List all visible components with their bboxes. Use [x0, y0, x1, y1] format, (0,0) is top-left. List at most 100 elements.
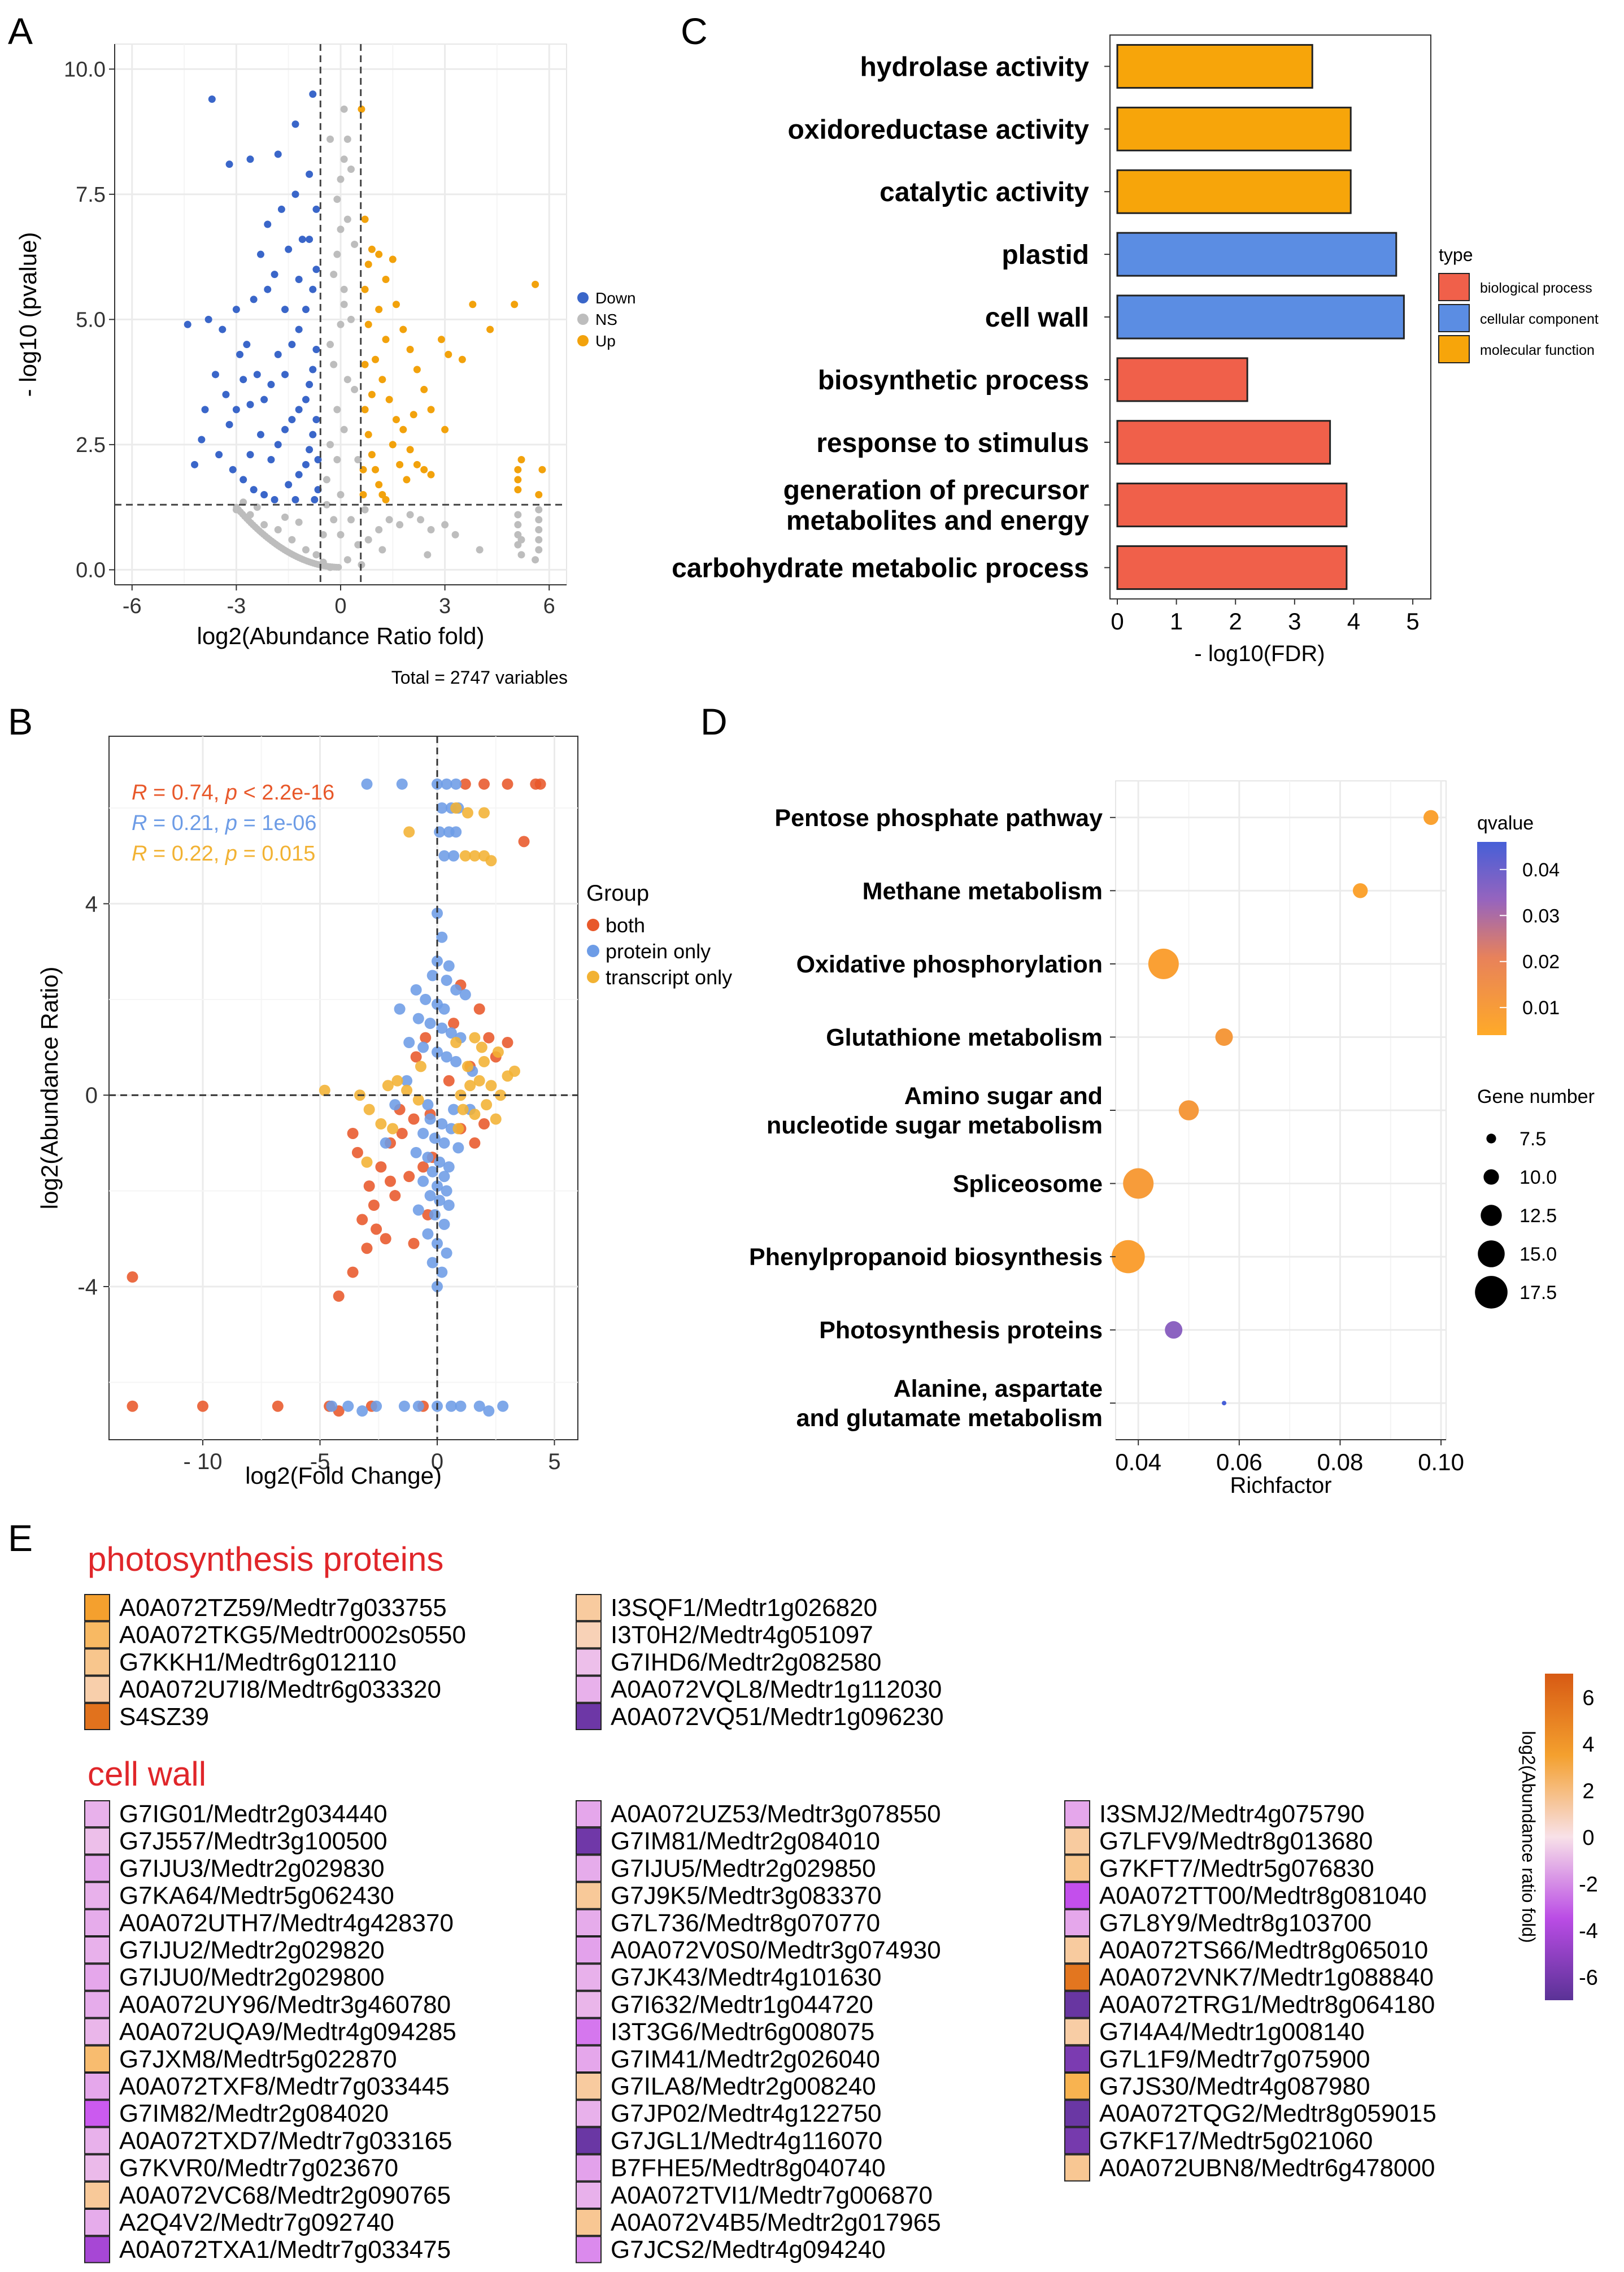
volcano-point-ns: [351, 240, 359, 248]
section-title: photosynthesis proteins: [88, 1540, 443, 1578]
x-tick-label: 6: [543, 594, 555, 618]
gene-label: G7JK43/Medtr4g101630: [611, 1963, 881, 1991]
volcano-point-ns: [347, 516, 355, 524]
corr-point-both: [380, 1233, 391, 1245]
heatmap-cell: [1064, 2045, 1090, 2073]
volcano-point-up: [413, 461, 421, 468]
heatmap-cell: [1064, 1991, 1090, 2018]
gene-label: G7L1F9/Medtr7g075900: [1099, 2045, 1370, 2073]
corr-point-both: [368, 1200, 380, 1211]
corr-point-transcript: [391, 1075, 403, 1087]
gene-label: G7IJU5/Medtr2g029850: [611, 1854, 876, 1882]
gene-label: G7JXM8/Medtr5g022870: [119, 2045, 397, 2073]
annotation-part: ,: [214, 781, 225, 805]
y-tick-label: 7.5: [76, 183, 106, 207]
volcano-point-down: [191, 461, 199, 468]
volcano-point-up: [406, 446, 414, 454]
volcano-point-up: [382, 275, 390, 283]
volcano-point-ns: [340, 155, 348, 163]
volcano-point-up: [399, 425, 407, 433]
go-bar: [1116, 232, 1397, 277]
volcano-point-up: [378, 376, 386, 384]
heatmap-cell: [1064, 2018, 1090, 2045]
y-tick-label: 4: [85, 892, 98, 916]
heatmap-cell: [576, 1991, 602, 2018]
annotation-part: =: [147, 842, 171, 866]
volcano-point-ns: [354, 541, 362, 549]
category-label: plastid: [1002, 240, 1089, 270]
volcano-point-ns: [514, 521, 522, 529]
category-label: carbohydrate metabolic process: [672, 554, 1089, 584]
gene-label: G7L8Y9/Medtr8g103700: [1099, 1909, 1372, 1937]
heatmap-cell: [1064, 2127, 1090, 2154]
x-tick-label: 0: [1111, 608, 1124, 635]
corr-point-both: [363, 1180, 375, 1192]
x-tick-label: 1: [1170, 608, 1183, 635]
corr-point-both: [448, 1018, 460, 1029]
heatmap-cell: [1064, 1882, 1090, 1909]
volcano-point-down: [285, 245, 293, 253]
volcano-point-up: [532, 280, 539, 288]
volcano-point-ns: [312, 551, 320, 559]
volcano-point-ns: [337, 225, 345, 233]
volcano-point-down: [208, 95, 216, 103]
volcano-point-down: [285, 481, 293, 489]
gene-label: I3T0H2/Medtr4g051097: [611, 1621, 873, 1649]
volcano-point-down: [306, 446, 314, 454]
y-axis-title: log2(Abundance Ratio): [36, 967, 63, 1210]
corr-point-protein: [448, 850, 460, 862]
volcano-point-ns: [347, 166, 355, 173]
corr-point-protein: [429, 1209, 441, 1220]
gene-label: I3SMJ2/Medtr4g075790: [1099, 1800, 1365, 1828]
corr-point-protein: [438, 1003, 450, 1015]
volcano-point-up: [364, 431, 372, 438]
corr-point-protein: [417, 1041, 429, 1053]
volcano-point-down: [291, 120, 299, 128]
corr-point-protein: [450, 826, 462, 838]
volcano-point-ns: [260, 521, 268, 529]
gene-label: G7IJU0/Medtr2g029800: [119, 1963, 385, 1991]
volcano-point-ns: [476, 546, 484, 554]
volcano-point-ns: [354, 455, 362, 463]
category-label: oxidoreductase activity: [787, 115, 1089, 145]
colorbar-title: log2(Abundance ratio fold): [1518, 1731, 1539, 1943]
corr-point-protein: [342, 1400, 354, 1412]
volcano-point-up: [535, 491, 543, 498]
corr-point-protein: [473, 1400, 485, 1412]
annotation-part: p: [225, 781, 237, 805]
gene-label: A0A072TXD7/Medtr7g033165: [119, 2127, 452, 2154]
volcano-point-ns: [441, 521, 449, 529]
corr-point-protein: [441, 1185, 452, 1197]
correlation-annotation-both: R = 0.74, p < 2.2e-16: [132, 781, 334, 805]
y-tick-label: 10.0: [64, 58, 106, 81]
pathway-label: Methane metabolism: [863, 877, 1103, 905]
heatmap-cell: [84, 1827, 110, 1855]
volcano-point-down: [256, 250, 264, 258]
volcano-point-ns: [337, 320, 345, 328]
gene-label: G7KF17/Medtr5g021060: [1099, 2127, 1373, 2154]
corr-point-both: [443, 1075, 455, 1087]
corr-point-transcript: [319, 1084, 330, 1096]
colorbar-tick-label: 0.04: [1522, 859, 1560, 881]
x-tick-label: 0.06: [1216, 1449, 1262, 1475]
gene-label: A0A072TZ59/Medtr7g033755: [119, 1594, 447, 1622]
corr-point-protein: [455, 1400, 467, 1412]
heatmap-cell: [576, 1675, 602, 1703]
volcano-point-up: [538, 466, 546, 473]
volcano-point-ns: [347, 315, 355, 323]
volcano-point-ns: [340, 105, 348, 113]
pathway-label: Oxidative phosphorylation: [796, 951, 1103, 978]
corr-point-both: [385, 1175, 396, 1187]
volcano-point-down: [243, 341, 251, 349]
volcano-point-ns: [343, 135, 351, 143]
corr-point-transcript: [495, 1089, 507, 1101]
corr-point-protein: [422, 1228, 434, 1240]
corr-point-protein: [432, 955, 443, 967]
legend-key-up: [577, 335, 589, 346]
volcano-point-ns: [517, 536, 525, 544]
annotation-part: R: [132, 842, 147, 866]
corr-point-protein: [412, 1013, 424, 1024]
corr-point-transcript: [490, 1113, 502, 1125]
gene-label: A0A072VC68/Medtr2g090765: [119, 2182, 451, 2209]
colorbar-tick-label: 0: [1582, 1826, 1594, 1850]
